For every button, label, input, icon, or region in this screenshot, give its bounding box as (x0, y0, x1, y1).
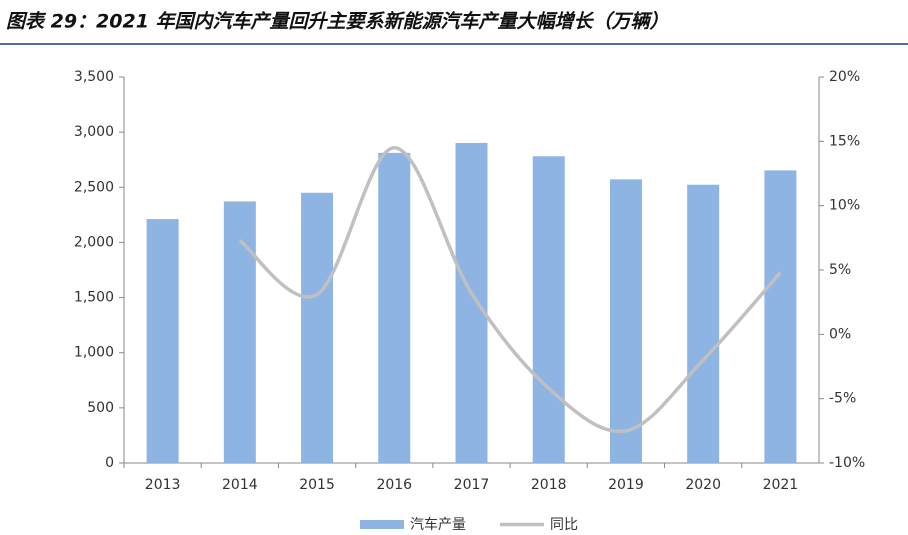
y2-tick-label: -5% (829, 391, 856, 407)
y-tick-label: 2,000 (74, 234, 114, 250)
x-tick-label: 2019 (608, 477, 644, 493)
y-tick-label: 2,500 (74, 179, 114, 195)
bar (609, 179, 642, 463)
bar (146, 219, 179, 463)
legend-label: 汽车产量 (410, 516, 466, 533)
x-tick-label: 2018 (531, 477, 567, 493)
x-tick-label: 2013 (145, 477, 181, 493)
legend-label: 同比 (550, 517, 578, 533)
y2-tick-label: 20% (829, 69, 860, 85)
bar (378, 152, 411, 463)
bar (687, 184, 720, 463)
y2-tick-label: -10% (829, 455, 865, 471)
y-tick-label: 1,500 (74, 290, 114, 306)
bar (764, 170, 797, 464)
y2-tick-label: 10% (829, 198, 860, 214)
y2-tick-label: 15% (829, 133, 860, 149)
chart-title: 图表 29：2021 年国内汽车产量回升主要系新能源汽车产量大幅增长（万辆） (6, 11, 669, 33)
y-tick-label: 3,000 (74, 124, 114, 140)
x-tick-label: 2015 (299, 477, 335, 493)
bar (532, 156, 565, 464)
y-tick-label: 0 (105, 455, 114, 471)
x-tick-label: 2016 (376, 477, 412, 493)
bar (301, 192, 334, 464)
bar (455, 142, 488, 463)
x-tick-label: 2014 (222, 477, 258, 493)
bar (223, 201, 256, 463)
legend-swatch (360, 520, 404, 529)
x-tick-label: 2020 (685, 477, 721, 493)
y-tick-label: 500 (87, 400, 114, 416)
x-tick-label: 2021 (763, 477, 799, 493)
y2-tick-label: 0% (829, 326, 851, 342)
y-tick-label: 1,000 (74, 345, 114, 361)
y2-tick-label: 5% (829, 262, 851, 278)
y-tick-label: 3,500 (74, 69, 114, 85)
line (238, 146, 782, 434)
x-tick-label: 2017 (454, 477, 490, 493)
